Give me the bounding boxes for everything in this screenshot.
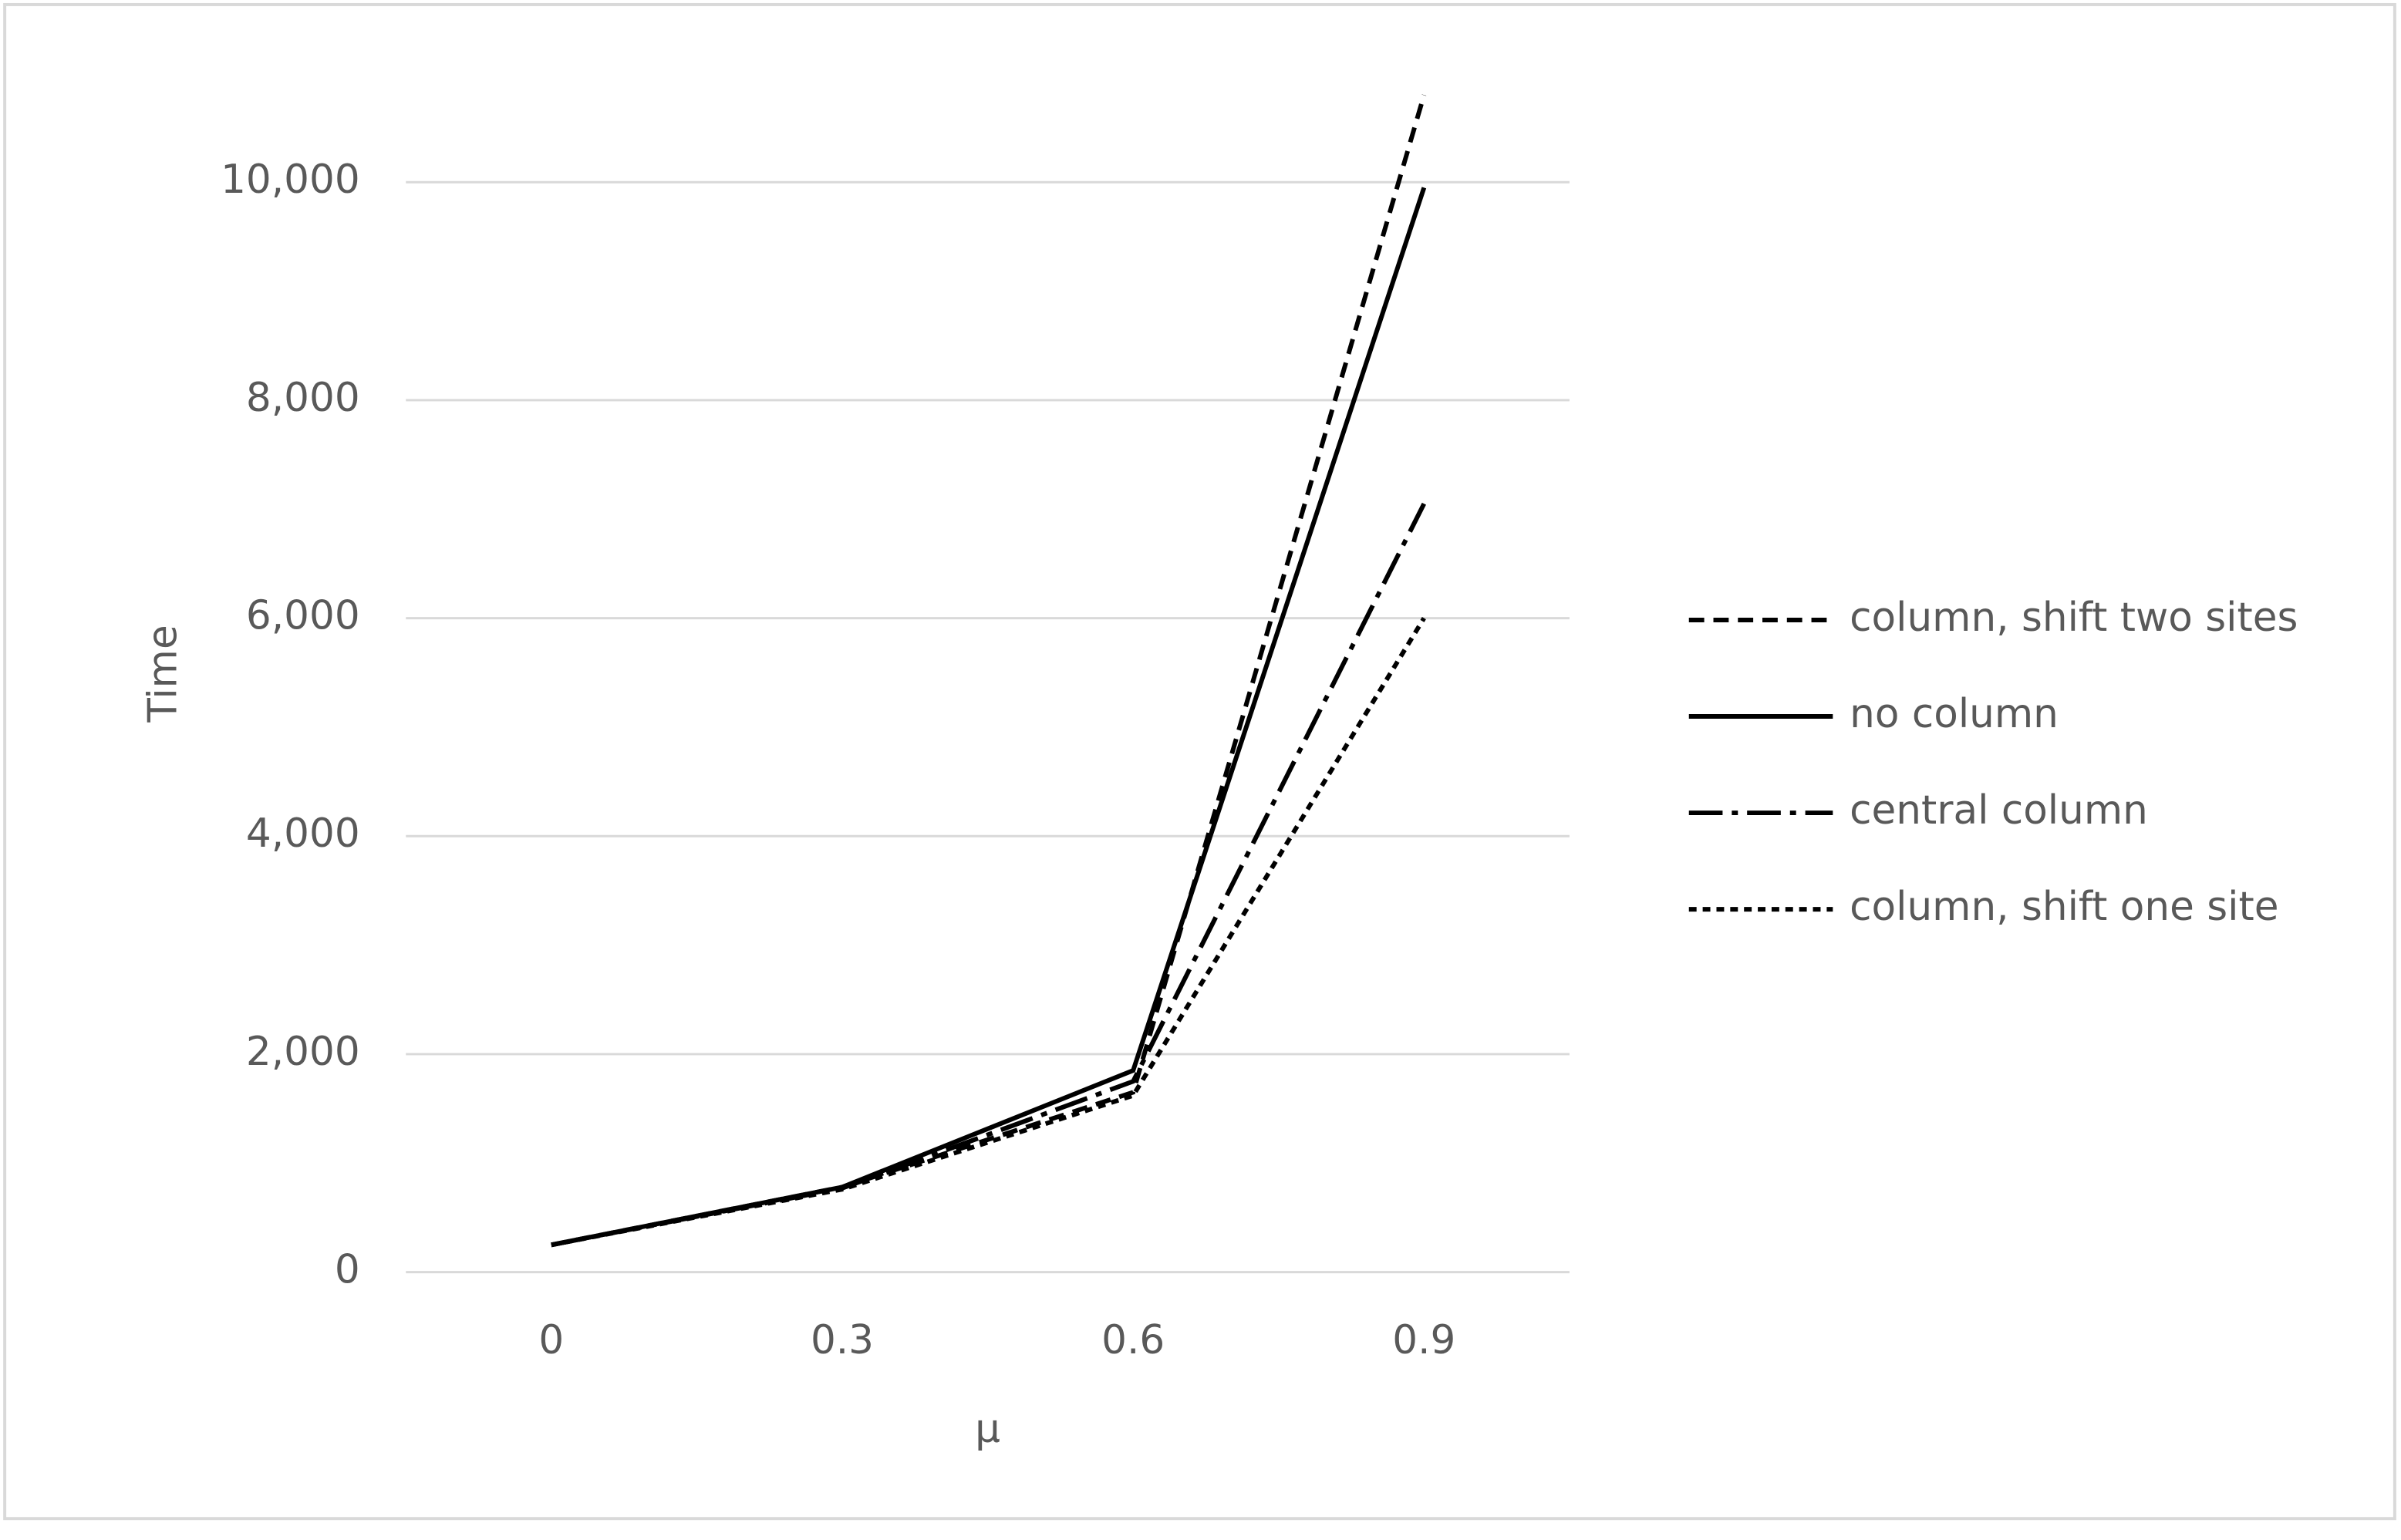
y-axis-label: Time	[140, 625, 187, 723]
y-tick-label: 6,000	[246, 593, 360, 639]
x-axis-label: μ	[975, 1406, 1000, 1452]
legend-label: central column	[1850, 787, 2148, 834]
y-tick-label: 8,000	[246, 375, 360, 421]
x-tick-label: 0	[538, 1317, 564, 1363]
legend-label: column, shift two sites	[1850, 595, 2298, 641]
x-tick-label: 0.3	[811, 1317, 874, 1363]
x-tick-label: 0.6	[1101, 1317, 1165, 1363]
legend-label: column, shift one site	[1850, 884, 2278, 930]
x-tick-label: 0.9	[1392, 1317, 1455, 1363]
y-tick-label: 0	[335, 1247, 360, 1293]
legend-label: no column	[1850, 691, 2059, 737]
y-tick-label: 2,000	[246, 1029, 360, 1075]
series-line	[551, 502, 1426, 1248]
y-tick-label: 4,000	[246, 810, 360, 857]
y-tick-label: 10,000	[221, 157, 360, 203]
chart-border	[3, 2, 2396, 1521]
